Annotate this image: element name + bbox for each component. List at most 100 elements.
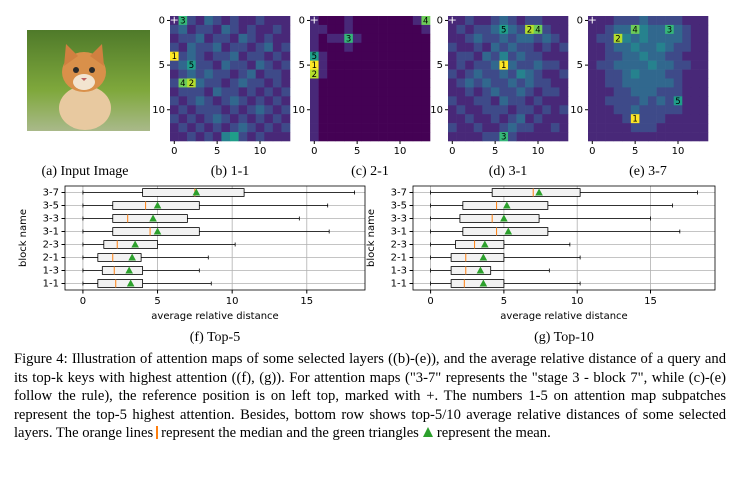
heat-cell: [473, 42, 483, 53]
subcaption: (e) 3-7: [629, 164, 667, 179]
heat-cell: [448, 123, 457, 133]
heat-cell: [473, 96, 483, 106]
heat-cell: [673, 123, 683, 133]
heat-cell: [327, 33, 337, 44]
heat-cell: [212, 42, 222, 53]
heat-cell: [525, 60, 535, 70]
heat-cell: [395, 105, 405, 115]
heat-cell: [361, 132, 371, 142]
y-axis-label: block name: [366, 209, 377, 267]
box: [101, 266, 144, 275]
heat-cell: [238, 87, 248, 97]
heat-cell: [622, 42, 632, 53]
heat-cell: [352, 96, 362, 106]
heat-cell: [195, 16, 205, 26]
heat-cell: [421, 105, 431, 115]
heat-cell: [361, 33, 371, 44]
heat-cell: [605, 42, 615, 53]
heat-cell: [559, 24, 569, 35]
heat-cell: [344, 60, 354, 70]
heat-cell: [281, 42, 291, 53]
heat-cell: [699, 132, 709, 142]
mean: [535, 188, 543, 196]
y-tick-label: 3-1: [43, 227, 59, 238]
heat-cell: [352, 132, 362, 142]
heat-cell: [318, 114, 328, 124]
heat-cell: [361, 51, 371, 61]
heat-cell: [525, 87, 535, 97]
heat-cell: [533, 51, 543, 61]
heat-cell: [178, 42, 188, 53]
mean: [128, 253, 136, 261]
top-k-label: 2: [527, 25, 532, 35]
heat-cell: [212, 87, 222, 97]
heat-cell: [542, 132, 552, 142]
subcaption: (d) 3-1: [489, 164, 528, 179]
heat-cell: [187, 114, 197, 124]
heat-cell: [656, 60, 666, 70]
heat-cell: [344, 69, 354, 79]
mean: [192, 188, 201, 196]
heat-cell: [327, 51, 337, 61]
heat-cell: [352, 105, 362, 115]
heat-cell: [639, 123, 649, 133]
heat-cell: [465, 87, 475, 97]
heat-cell: [533, 132, 543, 142]
heat-cell: [404, 123, 414, 133]
y-tick-label: 3-5: [43, 201, 59, 212]
heat-cell: [648, 105, 657, 115]
heat-cell: [370, 33, 379, 44]
heat-cell: [542, 69, 552, 79]
heat-cell: [327, 69, 337, 79]
heat-cell: [665, 114, 675, 124]
heat-cell: [648, 123, 657, 133]
heat-cell: [387, 42, 397, 53]
heat-cell: [264, 24, 274, 35]
heat-cell: [212, 24, 222, 35]
heat-cell: [272, 105, 282, 115]
heat-cell: [699, 78, 709, 88]
heat-cell: [318, 105, 328, 115]
heat-cell: [596, 33, 606, 44]
heat-cell: [221, 33, 231, 44]
heat-cell: [247, 24, 257, 35]
heat-cell: [456, 114, 466, 124]
heat-cell: [395, 114, 405, 124]
heat-cell: [195, 33, 205, 44]
heat-cell: [682, 51, 692, 61]
heat-cell: [456, 87, 466, 97]
x-axis-label: average relative distance: [151, 311, 278, 322]
heat-cell: [699, 105, 709, 115]
heat-cell: [221, 105, 231, 115]
heat-cell: [187, 42, 197, 53]
heat-cell: [318, 132, 328, 142]
heat-cell: [404, 51, 414, 61]
heat-cell: [550, 114, 560, 124]
heat-cell: [622, 123, 632, 133]
heat-cell: [448, 96, 457, 106]
heat-cell: [272, 114, 282, 124]
heat-cell: [310, 42, 319, 53]
heat-cell: [387, 123, 397, 133]
subcaption: (c) 2-1: [351, 164, 389, 179]
heat-cell: [630, 51, 640, 61]
heat-cell: [533, 16, 543, 26]
heat-cell: [542, 123, 552, 133]
heat-cell: [699, 16, 709, 26]
heat-cell: [456, 123, 466, 133]
heat-cell: [195, 51, 205, 61]
mean: [153, 201, 162, 209]
heat-cell: [639, 69, 649, 79]
heat-cell: [516, 114, 526, 124]
heat-cell: [272, 16, 282, 26]
heat-cell: [490, 123, 500, 133]
heat-cell: [387, 16, 397, 26]
heat-cell: [370, 132, 379, 142]
heat-cell: [272, 33, 282, 44]
heat-cell: [588, 16, 597, 26]
heat-cell: [482, 96, 492, 106]
heat-cell: [247, 69, 257, 79]
heat-cell: [490, 16, 500, 26]
heat-cell: [370, 105, 379, 115]
heat-cell: [516, 60, 526, 70]
